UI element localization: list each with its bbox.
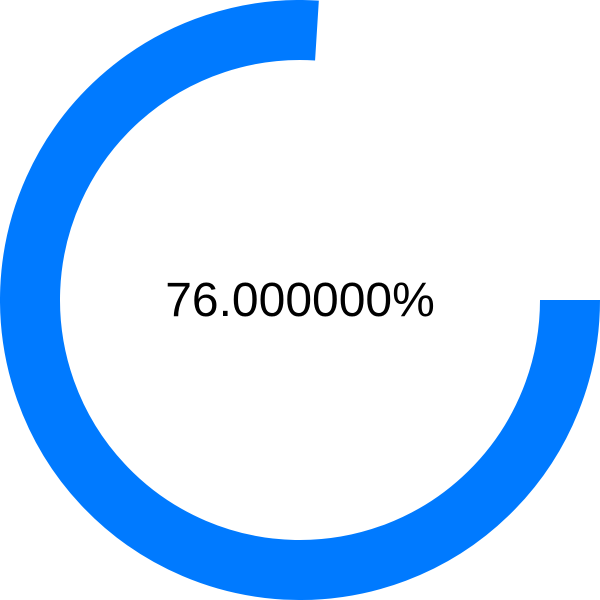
progress-percent-label: 76.000000%: [165, 273, 435, 327]
progress-arc: [0, 0, 600, 600]
circular-progress-view: 76.000000%: [0, 0, 600, 600]
progress-ring: [0, 0, 600, 600]
